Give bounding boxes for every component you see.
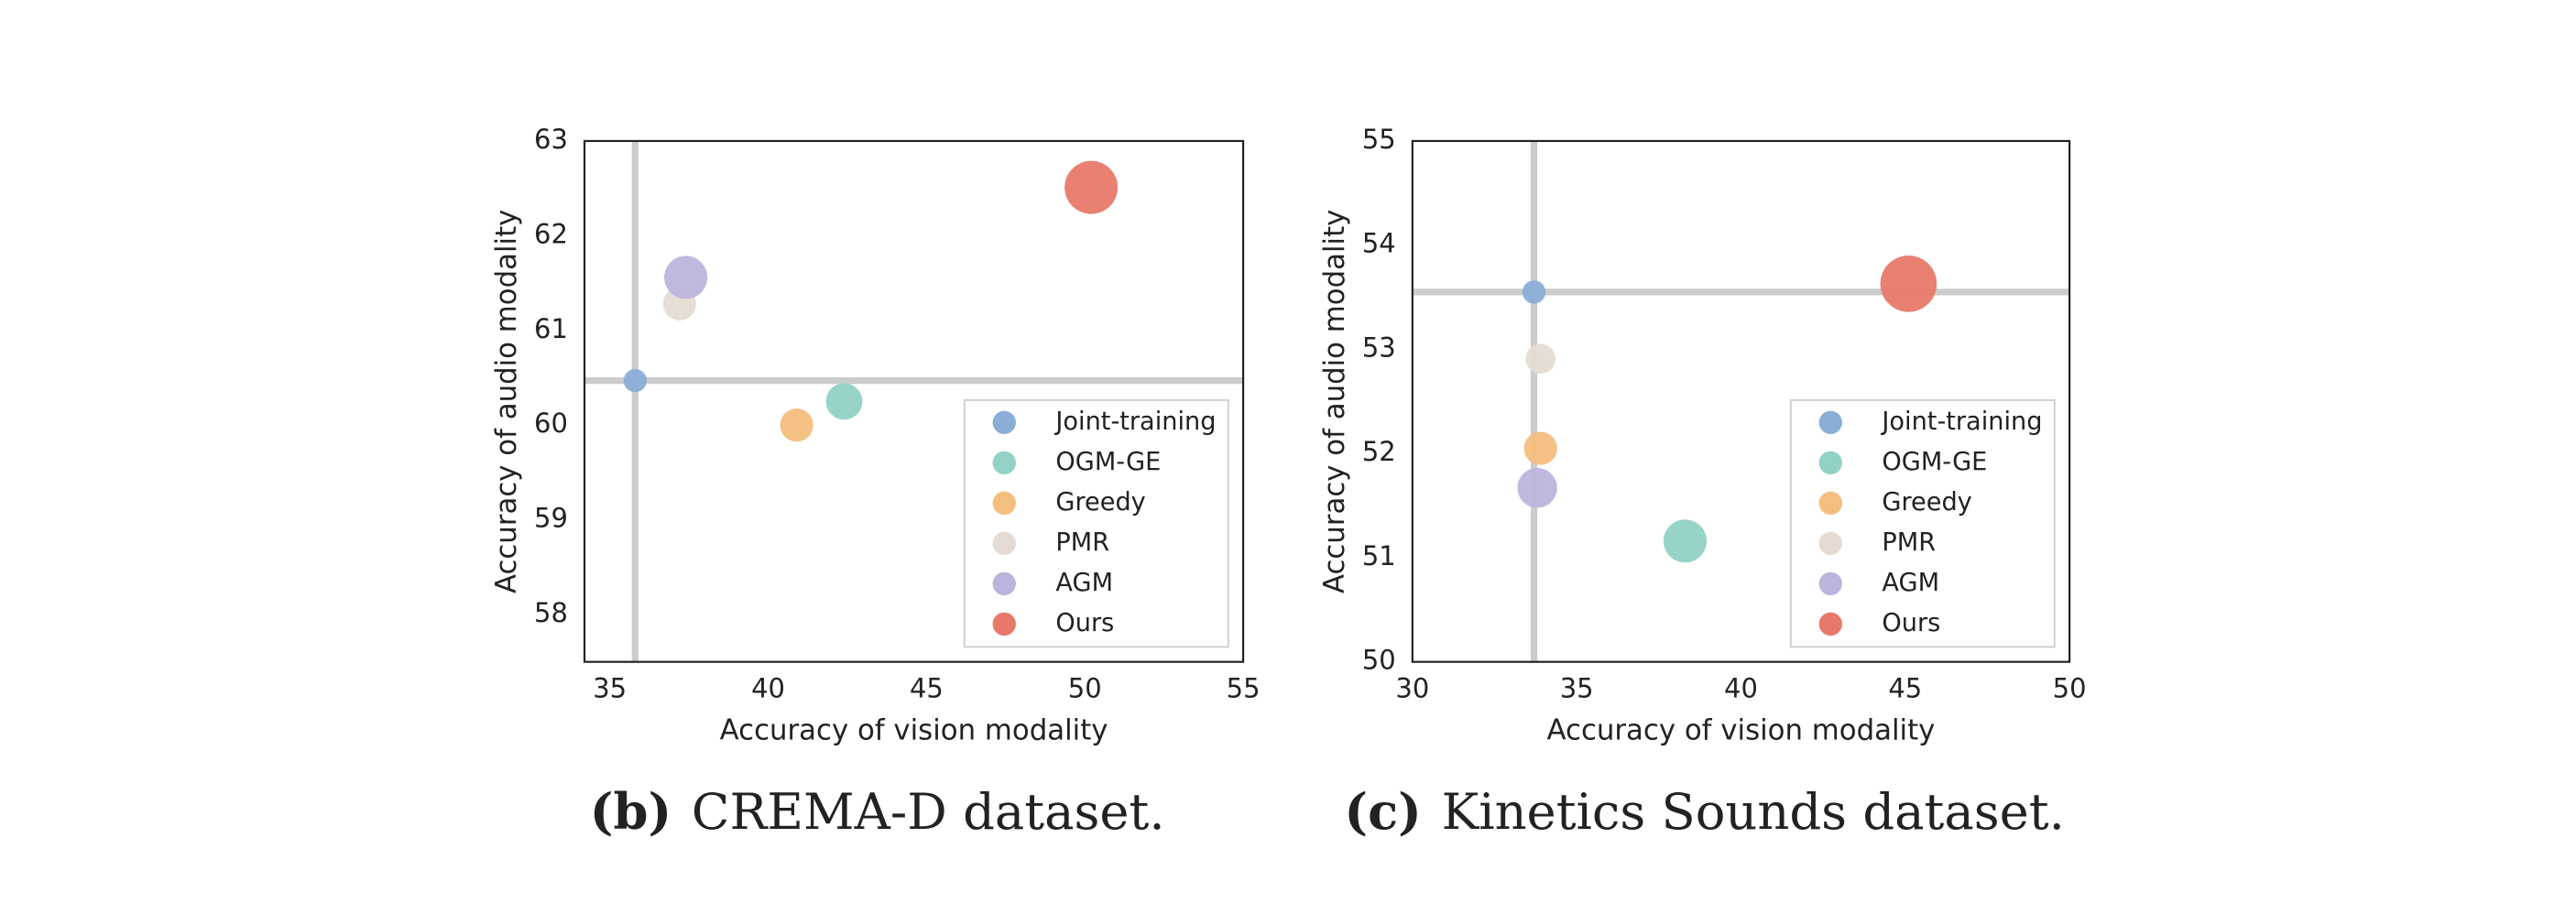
legend-label: AGM [1882, 569, 1939, 597]
legend-marker [1818, 531, 1842, 556]
caption-label: (b) [590, 782, 671, 841]
data-point [780, 408, 813, 442]
caption-text: CREMA-D dataset. [692, 783, 1165, 841]
legend-label: AGM [1055, 569, 1113, 597]
y-tick-label: 59 [534, 503, 568, 534]
y-tick-label: 63 [534, 124, 568, 155]
legend-marker [1818, 491, 1842, 516]
legend-marker [1818, 451, 1842, 475]
chart: 30 35 40 45 50 50 51 52 53 54 55 Accuracy of vision… [1318, 124, 2087, 841]
data-point [1880, 255, 1937, 312]
legend-marker [992, 491, 1016, 516]
legend-marker [1818, 612, 1842, 637]
caption: (c) Kinetics Sounds dataset. [1344, 782, 2064, 841]
caption: (b) CREMA-D dataset. [590, 782, 1165, 841]
plot-frame [1411, 139, 2071, 663]
y-tick-label: 60 [534, 408, 568, 439]
legend-marker [1818, 571, 1842, 596]
data-point [1517, 467, 1557, 508]
x-axis-label: Accuracy of vision modality [720, 713, 1108, 746]
data-point [623, 368, 648, 393]
x-tick-label: 45 [910, 672, 944, 703]
legend-label: Joint-training [1880, 408, 2042, 436]
data-point [1525, 343, 1556, 374]
legend-box [963, 398, 1229, 648]
x-tick-label: 40 [1724, 672, 1758, 703]
data-point [1523, 431, 1557, 465]
y-axis-label: Accuracy of audio modality [490, 210, 523, 593]
y-axis-label: Accuracy of audio modality [1318, 210, 1351, 593]
x-axis-label: Accuracy of vision modality [1547, 713, 1936, 746]
caption-text: Kinetics Sounds dataset. [1442, 783, 2065, 841]
data-point [1663, 519, 1708, 563]
legend-label: PMR [1055, 528, 1109, 557]
data-point [1522, 280, 1546, 304]
x-tick-label: 55 [1227, 672, 1261, 703]
y-tick-label: 52 [1362, 436, 1396, 467]
chart: 35 40 45 50 55 58 59 60 61 62 63 Accuracy of vision… [490, 124, 1260, 841]
y-tick-label: 61 [534, 313, 568, 344]
y-tick-label: 53 [1362, 332, 1396, 363]
x-tick-label: 30 [1395, 672, 1429, 703]
legend-label: Ours [1882, 609, 1940, 637]
x-tick-label: 50 [1068, 672, 1102, 703]
legend-marker [992, 410, 1016, 435]
legend-label: Joint-training [1053, 408, 1216, 436]
legend-label: Ours [1055, 609, 1114, 637]
x-tick-label: 35 [593, 672, 627, 703]
legend-marker [992, 612, 1016, 637]
data-point [664, 256, 708, 299]
legend-marker [992, 531, 1016, 556]
y-tick-label: 62 [534, 218, 568, 249]
caption-label: (c) [1344, 782, 1422, 841]
y-tick-label: 55 [1362, 124, 1396, 155]
y-tick-label: 51 [1362, 540, 1396, 571]
legend-label: PMR [1882, 528, 1936, 557]
legend-label: OGM-GE [1882, 448, 1987, 476]
legend-marker [992, 571, 1016, 596]
x-tick-label: 40 [751, 672, 785, 703]
legend-label: Greedy [1055, 488, 1145, 517]
data-point [825, 383, 863, 420]
x-tick-label: 50 [2053, 672, 2087, 703]
legend-label: OGM-GE [1055, 448, 1161, 476]
y-tick-label: 54 [1362, 228, 1396, 259]
y-tick-label: 58 [534, 597, 568, 628]
plot-frame [583, 139, 1245, 663]
y-tick-label: 50 [1362, 645, 1396, 676]
legend-marker [1818, 410, 1842, 435]
x-tick-label: 35 [1560, 672, 1594, 703]
x-tick-label: 45 [1888, 672, 1922, 703]
legend-box [1789, 398, 2056, 648]
legend-marker [992, 451, 1016, 475]
data-point [1064, 160, 1119, 214]
legend-label: Greedy [1882, 488, 1971, 517]
